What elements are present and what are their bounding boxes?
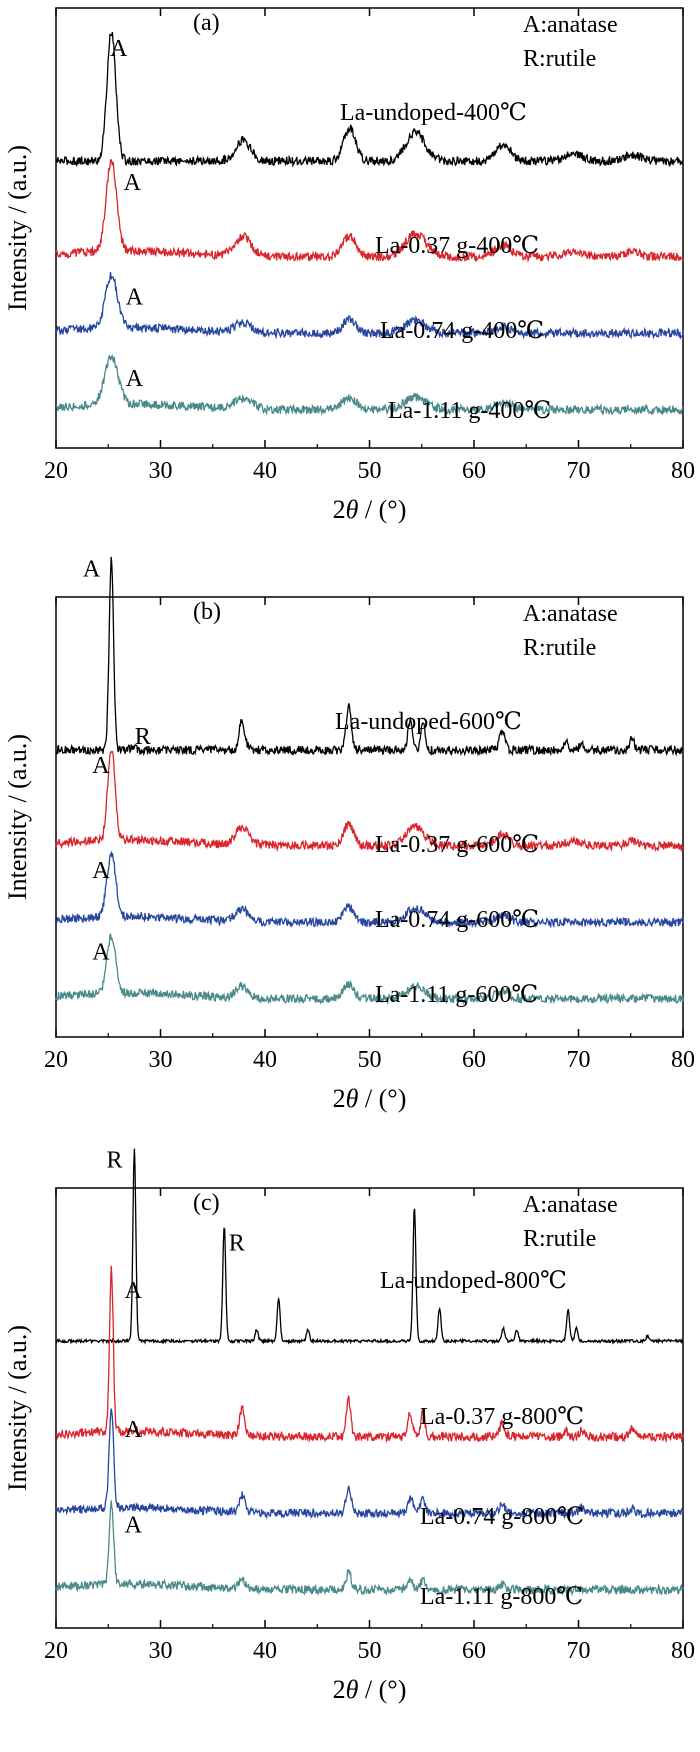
x-tick-label: 40 <box>253 458 277 484</box>
chart-panel: 20 30 40 50 60 70 80 2θ / (°) Intensity / (a.u.)… <box>3 557 695 1113</box>
peak-marker: A <box>125 1417 143 1443</box>
x-tick-label: 80 <box>671 1047 695 1073</box>
x-tick-label: 50 <box>358 458 382 484</box>
series-label: La-0.74 g-600℃ <box>375 907 539 933</box>
x-tick-label: 40 <box>253 1047 277 1073</box>
legend-entry: A:anatase <box>523 601 618 627</box>
x-tick-label: 30 <box>149 1638 173 1664</box>
series-label: La-0.37 g-400℃ <box>375 233 539 259</box>
legend-entry: R:rutile <box>523 1226 596 1252</box>
peak-marker: A <box>125 1278 143 1304</box>
series-label: La-1.11 g-800℃ <box>420 1584 583 1610</box>
x-tick-label: 70 <box>567 1047 591 1073</box>
x-tick-label: 20 <box>44 1047 68 1073</box>
chart-panel: 20 30 40 50 60 70 80 2θ / (°) Intensity / (a.u.)… <box>3 1148 695 1704</box>
peak-marker: A <box>126 366 144 392</box>
series-line <box>55 1148 684 1345</box>
chart-panel: 20 30 40 50 60 70 80 2θ / (°) Intensity / (a.u.)… <box>3 7 695 524</box>
x-axis-label: 2θ / (°) <box>333 1675 407 1704</box>
peak-marker: R <box>229 1230 245 1256</box>
series-label: La-1.11 g-600℃ <box>375 982 538 1008</box>
series-line <box>55 354 684 416</box>
series-label: La-undoped-400℃ <box>340 100 527 126</box>
y-axis-label: Intensity / (a.u.) <box>3 734 32 900</box>
series-label: La-0.74 g-400℃ <box>380 318 544 344</box>
x-axis-label: 2θ / (°) <box>333 1084 407 1113</box>
panel-label: (b) <box>193 599 221 625</box>
peak-marker: A <box>92 753 110 779</box>
x-tick-label: 40 <box>253 1638 277 1664</box>
x-tick-label: 60 <box>462 458 486 484</box>
x-tick-label: 30 <box>149 458 173 484</box>
x-tick-label: 60 <box>462 1047 486 1073</box>
y-axis-label: Intensity / (a.u.) <box>3 1325 32 1491</box>
plot-frame <box>55 7 684 449</box>
plot-frame <box>55 596 684 1038</box>
series-line <box>55 159 684 263</box>
series-line <box>55 933 684 1006</box>
panel-label: (c) <box>193 1190 220 1216</box>
legend-entry: A:anatase <box>523 12 618 38</box>
series-line <box>55 850 684 929</box>
series-label: La-undoped-600℃ <box>335 709 522 735</box>
peak-marker: A <box>92 858 110 884</box>
x-tick-label: 20 <box>44 1638 68 1664</box>
x-tick-label: 30 <box>149 1047 173 1073</box>
series-line <box>55 1408 684 1520</box>
legend-entry: R:rutile <box>523 635 596 661</box>
series-label: La-1.11 g-400℃ <box>388 398 551 424</box>
plot-frame <box>55 1187 684 1629</box>
legend-entry: A:anatase <box>523 1192 618 1218</box>
x-tick-label: 80 <box>671 1638 695 1664</box>
x-axis-label: 2θ / (°) <box>333 495 407 524</box>
y-axis-label: Intensity / (a.u.) <box>3 145 32 311</box>
peak-marker: A <box>125 1512 143 1538</box>
peak-marker: R <box>107 1148 123 1174</box>
legend-entry: R:rutile <box>523 46 596 72</box>
series-line <box>55 1500 684 1597</box>
peak-marker: A <box>83 557 101 583</box>
peak-marker: R <box>135 724 151 750</box>
peak-marker: A <box>124 170 142 196</box>
series-label: La-0.74 g-800℃ <box>420 1504 584 1530</box>
x-tick-label: 70 <box>567 458 591 484</box>
series-label: La-0.37 g-600℃ <box>375 832 539 858</box>
series-label: La-0.37 g-800℃ <box>420 1404 584 1430</box>
series-line <box>55 271 684 340</box>
x-tick-label: 60 <box>462 1638 486 1664</box>
x-tick-label: 70 <box>567 1638 591 1664</box>
series-line <box>55 31 684 168</box>
x-tick-label: 50 <box>358 1638 382 1664</box>
x-tick-label: 50 <box>358 1047 382 1073</box>
x-tick-label: 80 <box>671 458 695 484</box>
panel-label: (a) <box>193 10 220 36</box>
series-line <box>55 556 684 757</box>
peak-marker: A <box>110 36 128 62</box>
series-line <box>55 750 684 853</box>
series-line <box>55 1265 684 1444</box>
peak-marker: A <box>92 939 110 965</box>
peak-marker: A <box>126 285 144 311</box>
x-tick-label: 20 <box>44 458 68 484</box>
series-label: La-undoped-800℃ <box>380 1268 567 1294</box>
